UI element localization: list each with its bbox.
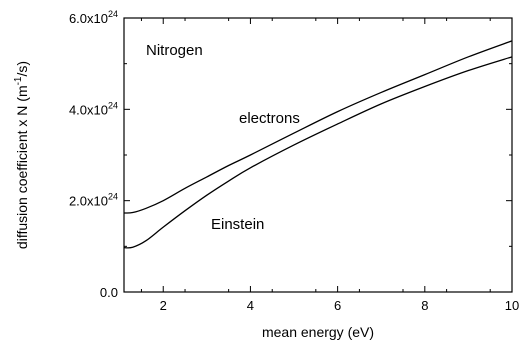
annotation-nitrogen: Nitrogen	[146, 42, 203, 59]
y-axis-title: diffusion coefficient x N (m-1/s)	[13, 61, 30, 249]
y-tick-label-base: 0.0	[100, 285, 118, 300]
y-axis-title-sup: -1	[13, 76, 24, 85]
x-tick-label: 6	[334, 298, 341, 313]
x-tick-label: 2	[160, 298, 167, 313]
annotation-einstein: Einstein	[211, 216, 264, 233]
series-line-electrons	[123, 40, 513, 214]
y-tick-label: 0.0	[100, 285, 118, 300]
annotation-electrons: electrons	[239, 110, 300, 127]
x-tick-label: 10	[505, 298, 519, 313]
x-axis-title: mean energy (eV)	[262, 324, 374, 340]
plot-frame	[123, 17, 513, 293]
series-line-einstein	[123, 56, 513, 249]
y-tick-label: 6.0x1024	[69, 9, 118, 26]
y-tick-label: 2.0x1024	[69, 192, 118, 209]
y-tick-label-base: 2.0x10	[69, 194, 108, 209]
y-axis-title-end: /s)	[14, 61, 30, 77]
y-tick-label: 4.0x1024	[69, 100, 118, 117]
y-tick-label-exp: 24	[108, 100, 118, 110]
y-tick-label-base: 4.0x10	[69, 102, 108, 117]
axis-ticks	[124, 17, 513, 293]
x-tick-label: 4	[247, 298, 254, 313]
data-curves	[123, 40, 513, 249]
y-tick-label-exp: 24	[108, 9, 118, 19]
y-tick-label-base: 6.0x10	[69, 11, 108, 26]
y-tick-label-exp: 24	[108, 192, 118, 202]
x-tick-label: 8	[421, 298, 428, 313]
y-axis-title-main: diffusion coefficient x N (m	[14, 85, 30, 249]
